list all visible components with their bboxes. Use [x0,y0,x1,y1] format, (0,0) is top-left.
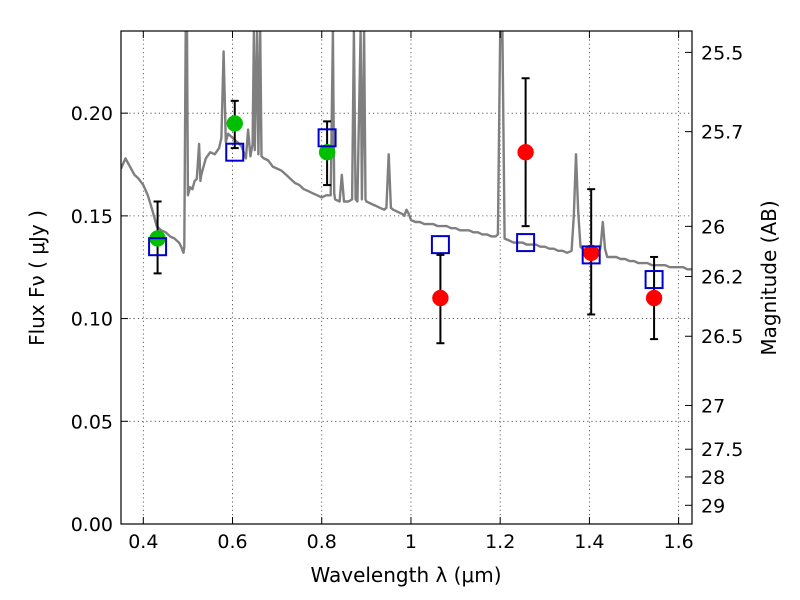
plot-frame [120,30,693,525]
y-tick-label: 0.10 [71,309,113,331]
plot-area [121,31,692,345]
model-band-point [581,245,601,265]
x-tick-label: 0.6 [217,531,247,553]
x-tick-label: 1 [405,531,417,553]
model-band-point [516,233,536,253]
mag-tick-label: 25.7 [701,122,743,144]
y-axis-label: Flux Fν ( μJy ) [25,210,49,346]
mag-tick-label: 26 [701,216,725,238]
data-point [318,143,336,161]
x-tick-label: 0.4 [128,531,158,553]
model-band-point [148,237,168,257]
y-axis-right-label: Magnitude (AB) [757,200,781,355]
x-tick-label: 0.8 [307,531,337,553]
mag-tick-label: 27 [701,395,725,417]
mag-tick-label: 27.5 [701,439,743,461]
y-tick-label: 0.20 [71,103,113,125]
mag-tick-label: 26.5 [701,326,743,348]
mag-tick-label: 28 [701,467,725,489]
x-tick-label: 1.2 [485,531,515,553]
model-band-point [430,235,450,255]
mag-tick-label: 25.5 [701,42,743,64]
model-band-point [317,128,337,148]
mag-tick-label: 29 [701,495,725,517]
grid [121,31,692,525]
y-tick-label: 0.05 [71,411,113,433]
data-point [645,289,663,307]
x-axis-label: Wavelength λ (μm) [310,563,501,587]
x-tick-label: 1.4 [574,531,604,553]
axis-ticks: 0.4 0.6 0.8 1 1.2 1.4 1.6 0.00 0.05 0.10 0.15 0.20 2… [71,31,743,553]
y-tick-label: 0.15 [71,206,113,228]
data-point [226,115,244,132]
model-band-point [644,270,664,290]
x-tick-label: 1.6 [664,531,694,553]
y-tick-label: 0.00 [71,514,113,536]
data-point [432,289,449,307]
data-point [517,143,534,161]
model-band-point [225,142,245,162]
model-spectrum-line [121,31,692,271]
mag-tick-label: 26.2 [701,266,743,288]
